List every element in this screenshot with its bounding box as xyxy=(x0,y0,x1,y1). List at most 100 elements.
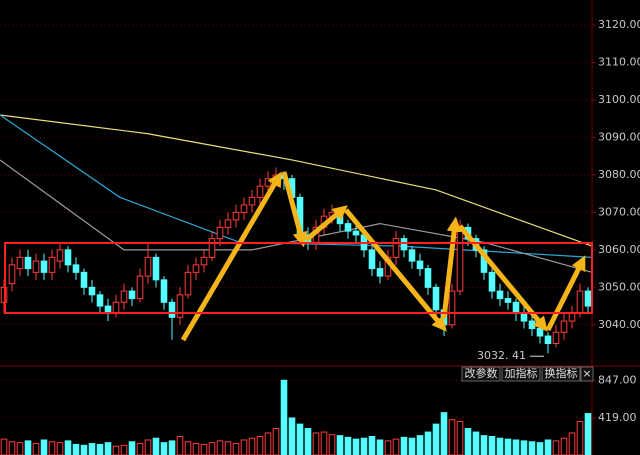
candle-body xyxy=(128,290,136,300)
candle-body xyxy=(64,249,72,266)
candle-body xyxy=(408,249,416,262)
low-annotation: 3032. 41 xyxy=(477,349,526,362)
volume-bar xyxy=(192,443,200,455)
candle-body xyxy=(504,298,512,303)
volume-bar xyxy=(296,423,304,455)
button[interactable] xyxy=(501,366,541,382)
button-label[interactable]: 改参数 xyxy=(465,366,498,380)
candle-body xyxy=(224,219,232,228)
volume-bar xyxy=(72,443,80,455)
volume-bar xyxy=(24,440,32,455)
volume-bar xyxy=(0,438,8,455)
highlight-box xyxy=(4,242,593,314)
candle-body xyxy=(184,271,192,296)
close-button[interactable] xyxy=(580,366,594,382)
candle-body xyxy=(48,256,56,273)
candle-body xyxy=(144,256,152,277)
candle-body xyxy=(96,294,104,307)
button-label[interactable]: 换指标 xyxy=(545,366,578,380)
volume-bar xyxy=(32,443,40,455)
volume-bar xyxy=(344,436,352,455)
volume-bar xyxy=(96,443,104,455)
candle-body xyxy=(424,268,432,288)
y-tick-label: 3070.00 xyxy=(598,205,640,218)
candle-body xyxy=(80,271,88,288)
candle-body xyxy=(248,196,256,206)
volume-bar xyxy=(544,439,552,455)
candle-body xyxy=(520,313,528,322)
volume-bar xyxy=(440,412,448,455)
candle-body xyxy=(208,238,216,258)
volume-bar xyxy=(288,417,296,455)
candle-body xyxy=(416,260,424,270)
candle-body xyxy=(32,260,40,273)
volume-bar xyxy=(104,442,112,455)
volume-bar xyxy=(272,428,280,455)
volume-bar xyxy=(120,444,128,455)
candle-body xyxy=(72,264,80,273)
volume-bar xyxy=(112,445,120,455)
candle-body xyxy=(488,271,496,292)
volume-bar xyxy=(312,432,320,455)
candle-body xyxy=(528,320,536,330)
volume-bar xyxy=(56,442,64,455)
y-tick-label: 419.00 xyxy=(598,411,637,424)
volume-bar xyxy=(280,379,288,455)
candle-body xyxy=(568,313,576,322)
candle-body xyxy=(376,268,384,277)
close-label[interactable]: × xyxy=(582,367,591,380)
volume-bar xyxy=(224,441,232,455)
candle-body xyxy=(88,286,96,296)
volume-bar xyxy=(448,419,456,455)
candle-body xyxy=(536,328,544,337)
volume-bar xyxy=(528,441,536,455)
candle-body xyxy=(160,279,168,303)
volume-bar xyxy=(576,420,584,455)
y-tick-label: 3110.00 xyxy=(598,56,640,69)
y-tick-label: 3100.00 xyxy=(598,93,640,106)
volume-bar xyxy=(472,431,480,455)
candle-body xyxy=(240,204,248,213)
candle-body xyxy=(560,320,568,333)
candle-body xyxy=(544,335,552,345)
volume-bar xyxy=(176,435,184,455)
toolbar: 改参数 加指标 换指标 × xyxy=(461,366,594,382)
y-tick-label: 3120.00 xyxy=(598,18,640,31)
candle-body xyxy=(432,286,440,311)
volume-bar xyxy=(136,443,144,455)
button-label[interactable]: 加指标 xyxy=(505,366,538,380)
candle-body xyxy=(512,301,520,315)
volume-bar xyxy=(536,442,544,455)
volume-bar xyxy=(184,441,192,455)
volume-bar xyxy=(152,437,160,455)
candle-body xyxy=(152,256,160,281)
candle-body xyxy=(456,226,464,292)
volume-bar xyxy=(376,439,384,455)
volume-bar xyxy=(88,443,96,455)
volume-bar xyxy=(504,438,512,455)
volume-bar xyxy=(384,440,392,455)
candle-body xyxy=(344,223,352,232)
button[interactable] xyxy=(541,366,581,382)
volume-bar xyxy=(424,431,432,455)
volume-bar xyxy=(232,443,240,455)
candle-body xyxy=(576,290,584,315)
volume-bar xyxy=(64,440,72,455)
button[interactable] xyxy=(461,366,501,382)
volume-bar xyxy=(8,441,16,455)
volume-bar xyxy=(496,437,504,455)
volume-bar xyxy=(40,439,48,455)
volume-bar xyxy=(408,437,416,455)
volume-bar xyxy=(144,439,152,455)
volume-bar xyxy=(304,428,312,455)
volume-bar xyxy=(568,432,576,455)
moving-average xyxy=(0,114,593,247)
moving-average xyxy=(0,114,593,258)
volume-bar xyxy=(80,444,88,455)
volume-bar xyxy=(360,437,368,455)
candle-body xyxy=(16,256,24,270)
volume-bar xyxy=(352,438,360,455)
volume-bar xyxy=(464,428,472,455)
volume-bar xyxy=(520,440,528,455)
